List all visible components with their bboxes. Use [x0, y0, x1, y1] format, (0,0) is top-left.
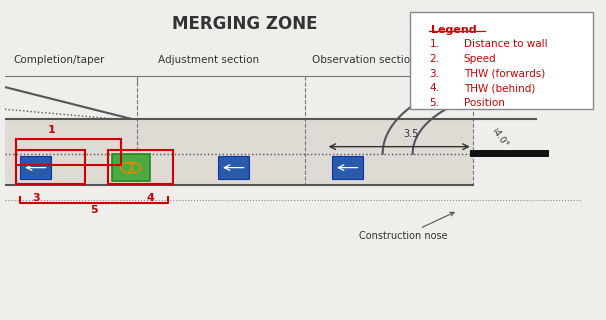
- Text: Construction nose: Construction nose: [359, 212, 454, 241]
- Text: 4: 4: [146, 193, 154, 203]
- Bar: [112, 154, 150, 181]
- Text: THW (behind): THW (behind): [464, 83, 535, 93]
- Text: Observation section: Observation section: [312, 55, 417, 65]
- Bar: [108, 150, 173, 184]
- Text: 4.: 4.: [430, 83, 439, 93]
- Text: Legend: Legend: [431, 25, 476, 35]
- Bar: [16, 150, 85, 184]
- Bar: [331, 156, 363, 179]
- Bar: [5, 119, 473, 185]
- Text: 5: 5: [90, 205, 98, 215]
- Text: Speed: Speed: [464, 54, 496, 64]
- Text: 2: 2: [127, 163, 134, 172]
- Text: Distance to wall: Distance to wall: [464, 39, 547, 50]
- Text: Adjustment section: Adjustment section: [158, 55, 259, 65]
- Text: 3.5: 3.5: [404, 129, 419, 139]
- Text: 2.: 2.: [430, 54, 439, 64]
- Text: 3.: 3.: [430, 68, 439, 79]
- Text: Completion/taper: Completion/taper: [13, 55, 104, 65]
- Text: ≀4.0°: ≀4.0°: [490, 126, 510, 149]
- Text: 5.: 5.: [430, 98, 439, 108]
- Text: 1: 1: [48, 124, 56, 135]
- Text: THW (forwards): THW (forwards): [464, 68, 545, 79]
- Bar: [16, 140, 121, 165]
- Bar: [218, 156, 249, 179]
- Bar: [20, 156, 51, 179]
- Text: 1.: 1.: [430, 39, 439, 50]
- Bar: [410, 12, 593, 109]
- Text: 3: 3: [33, 193, 40, 203]
- Text: Position: Position: [464, 98, 505, 108]
- Bar: [116, 156, 147, 179]
- Text: MERGING ZONE: MERGING ZONE: [172, 15, 318, 33]
